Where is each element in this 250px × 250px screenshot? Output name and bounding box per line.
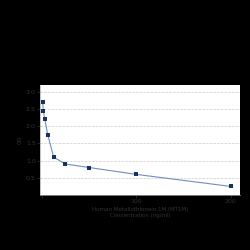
Point [40, 100, 44, 104]
Point [134, 172, 138, 176]
Point [52, 155, 56, 159]
Point [43, 118, 47, 122]
Point [228, 184, 232, 188]
X-axis label: Human Metallothionein 1M (MT1M)
Concentration (ng/ml): Human Metallothionein 1M (MT1M) Concentr… [92, 207, 188, 218]
Point [41, 109, 45, 113]
Point [87, 166, 91, 170]
Y-axis label: OD: OD [18, 136, 23, 144]
Point [46, 133, 50, 137]
Point [64, 162, 68, 166]
